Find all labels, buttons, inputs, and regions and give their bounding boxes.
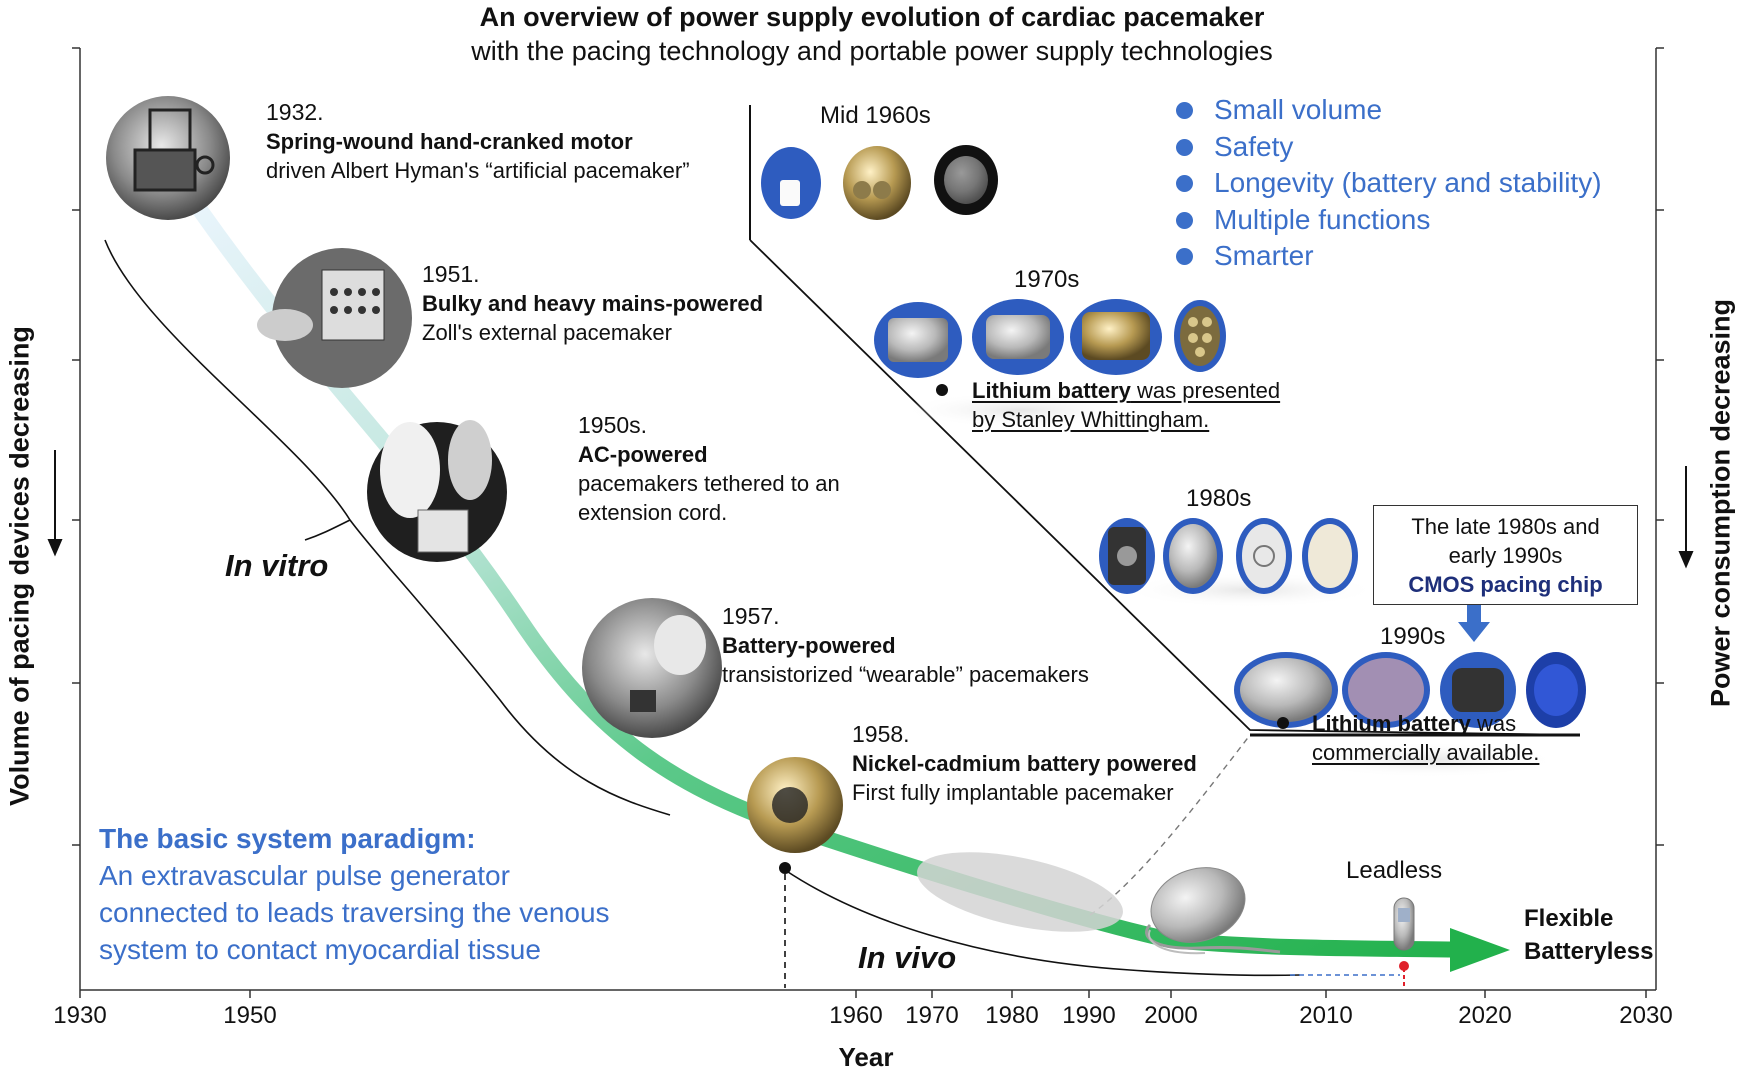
photo-1950s-device <box>417 509 469 553</box>
x-tick-label: 2010 <box>1299 1002 1353 1029</box>
photo-1951-patient <box>257 309 313 341</box>
trend-item: Longevity (battery and stability) <box>1176 165 1602 202</box>
cmos-callout-box: The late 1980s and early 1990s CMOS paci… <box>1373 505 1638 605</box>
era-label-1990s: 1990s <box>1380 623 1446 650</box>
bullet-dot-icon <box>1176 175 1193 192</box>
right-down-arrow <box>1678 466 1694 569</box>
era-label-leadless: Leadless <box>1346 857 1443 884</box>
cmos-arrow <box>1458 605 1490 642</box>
in-vitro-brace <box>104 239 671 816</box>
era-label-1980s: 1980s <box>1186 485 1252 512</box>
bullet-dot-icon <box>1176 102 1193 119</box>
event-detail: pacemakers tethered to an <box>578 471 840 496</box>
devices-1980s <box>1099 518 1358 594</box>
paradigm-text: The basic system paradigm: An extravascu… <box>99 823 610 965</box>
event-1957: 1957. Battery-powered transistorized “we… <box>722 602 1089 689</box>
curve-arrowhead <box>1450 928 1510 972</box>
device-leadless-capsule <box>1393 897 1415 951</box>
right-axis-ticks <box>1656 47 1664 846</box>
trend-item: Safety <box>1176 129 1602 166</box>
in-vitro-label: In vitro <box>225 548 329 583</box>
photo-1958-core <box>772 787 808 823</box>
event-detail: extension cord. <box>578 500 728 525</box>
devices-1990s <box>1234 652 1586 728</box>
zoom-ellipse <box>917 852 1123 932</box>
event-headline: Spring-wound hand-cranked motor <box>266 129 633 154</box>
event-year: 1957. <box>722 603 780 629</box>
trend-item: Multiple functions <box>1176 202 1602 239</box>
photo-1957-child <box>654 615 706 675</box>
bullet-dot-icon <box>1176 138 1193 156</box>
bullet-dot-icon <box>1176 248 1193 265</box>
event-detail: driven Albert Hyman's “artificial pacema… <box>266 158 690 183</box>
x-tick-label: 1990 <box>1062 1002 1116 1029</box>
note-lithium-presented: Lithium battery was presented by Stanley… <box>972 378 1281 432</box>
event-year: 1951. <box>422 261 480 287</box>
in-vivo-label: In vivo <box>858 940 957 975</box>
photo-1957-box <box>630 690 656 712</box>
era-label-1970s: 1970s <box>1014 266 1080 293</box>
event-headline: AC-powered <box>578 442 708 467</box>
event-headline: Nickel-cadmium battery powered <box>852 751 1197 776</box>
in-vivo-start-dot <box>779 862 791 874</box>
photo-1950s-assistant <box>448 420 492 500</box>
photo-1957-wearable <box>582 598 722 738</box>
x-tick-label: 1930 <box>53 1002 107 1029</box>
x-tick-label: 2030 <box>1619 1002 1673 1029</box>
event-detail: transistorized “wearable” pacemakers <box>722 662 1089 687</box>
chart-subtitle: with the pacing technology and portable … <box>471 36 1273 66</box>
trend-list: Small volume Safety Longevity (battery a… <box>1176 92 1602 275</box>
devices-mid-1960s <box>761 145 998 220</box>
photo-1932-detail <box>133 108 215 192</box>
event-1932: 1932. Spring-wound hand-cranked motor dr… <box>266 98 690 185</box>
future-label: Flexible Batteryless <box>1524 905 1654 965</box>
devices-1970s <box>874 299 1226 378</box>
device-modern-pacemaker <box>1145 867 1281 955</box>
event-year: 1958. <box>852 721 910 747</box>
chart-title: An overview of power supply evolution of… <box>479 2 1265 32</box>
left-down-arrow <box>47 450 63 557</box>
trend-item: Small volume <box>1176 92 1602 129</box>
note-lithium-commercial: Lithium battery was commercially availab… <box>1312 711 1540 765</box>
in-vivo-brace <box>784 869 1301 977</box>
event-1951: 1951. Bulky and heavy mains-powered Zoll… <box>422 260 763 347</box>
shadow-1970s <box>900 392 1140 428</box>
event-headline: Bulky and heavy mains-powered <box>422 291 764 316</box>
event-year: 1950s. <box>578 412 648 438</box>
event-detail: First fully implantable pacemaker <box>852 780 1174 805</box>
x-tick-label: 2000 <box>1144 1002 1198 1029</box>
event-headline: Battery-powered <box>722 633 896 658</box>
event-year: 1932. <box>266 99 324 125</box>
bullet-icon <box>936 384 948 396</box>
x-tick-label: 1980 <box>985 1002 1039 1029</box>
bullet-dot-icon <box>1176 211 1193 229</box>
x-axis-label: Year <box>838 1042 894 1072</box>
x-tick-label: 1960 <box>829 1002 883 1029</box>
photo-1951-knobs <box>330 288 380 314</box>
y-axis-right-label: Power consumption decreasing <box>1705 298 1736 708</box>
bullet-icon <box>1277 717 1289 729</box>
event-detail: Zoll's external pacemaker <box>422 320 672 345</box>
x-axis-ticks <box>79 990 1647 998</box>
left-axis-ticks <box>72 47 80 846</box>
x-tick-label: 1950 <box>223 1002 277 1029</box>
x-tick-label: 1970 <box>905 1002 959 1029</box>
trend-item: Smarter <box>1176 238 1602 275</box>
shadow-1990s <box>1300 742 1560 778</box>
event-1958: 1958. Nickel-cadmium battery powered Fir… <box>852 720 1197 807</box>
photo-1950s-doctor <box>380 422 440 518</box>
event-1950s: 1950s. AC-powered pacemakers tethered to… <box>578 411 840 527</box>
leadless-red-dot <box>1399 961 1409 971</box>
y-axis-left-label: Volume of pacing devices decreasing <box>4 326 35 806</box>
photo-1951-console <box>321 269 385 341</box>
era-label-mid1960s: Mid 1960s <box>820 102 931 129</box>
x-tick-label: 2020 <box>1458 1002 1512 1029</box>
